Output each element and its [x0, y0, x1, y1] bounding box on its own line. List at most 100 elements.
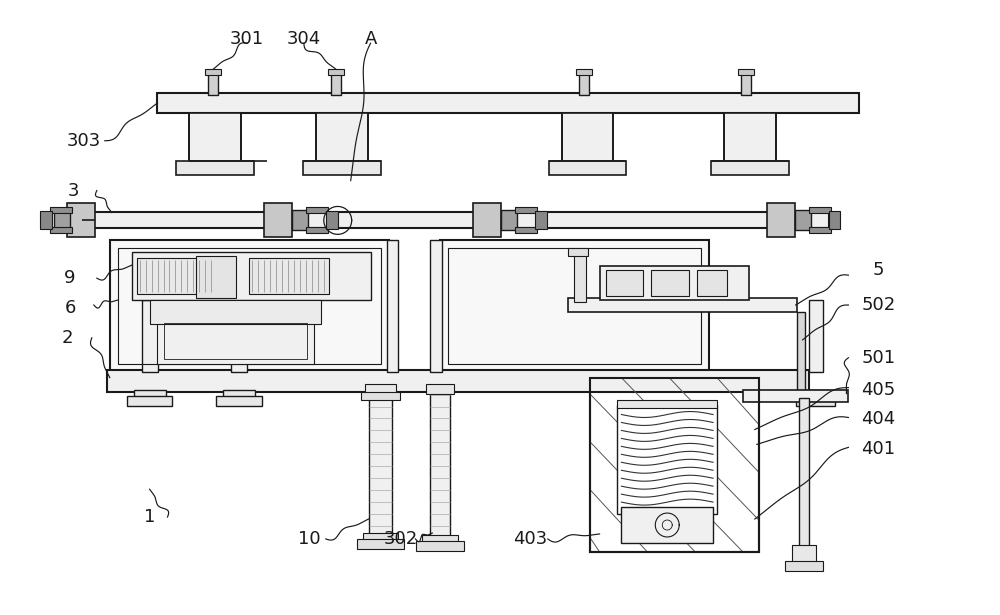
- Bar: [809, 228, 831, 233]
- Text: 501: 501: [861, 349, 895, 367]
- Bar: [809, 300, 823, 371]
- Text: 502: 502: [861, 296, 895, 314]
- Bar: [743, 390, 848, 402]
- Bar: [711, 161, 789, 175]
- Bar: [697, 270, 727, 296]
- Bar: [590, 378, 759, 552]
- Bar: [576, 69, 592, 75]
- Text: 304: 304: [287, 30, 321, 48]
- Bar: [448, 248, 701, 363]
- Bar: [809, 207, 831, 213]
- Bar: [306, 228, 328, 233]
- Bar: [306, 207, 328, 213]
- Bar: [440, 240, 709, 371]
- Bar: [606, 270, 643, 296]
- Bar: [326, 212, 338, 229]
- Bar: [568, 298, 797, 312]
- Text: 302: 302: [383, 530, 418, 548]
- Bar: [132, 252, 371, 300]
- Bar: [426, 384, 454, 394]
- Text: 2: 2: [61, 329, 73, 347]
- Bar: [223, 390, 255, 397]
- Bar: [796, 395, 835, 405]
- Bar: [651, 270, 689, 296]
- Bar: [416, 541, 464, 551]
- Bar: [137, 258, 216, 294]
- Bar: [785, 561, 823, 571]
- Bar: [799, 397, 809, 547]
- Bar: [549, 161, 626, 175]
- Bar: [231, 300, 247, 371]
- Bar: [118, 248, 381, 363]
- Bar: [829, 212, 840, 229]
- Bar: [303, 161, 381, 175]
- Text: A: A: [364, 30, 377, 48]
- Bar: [164, 323, 307, 359]
- Bar: [54, 210, 70, 231]
- Bar: [600, 266, 749, 300]
- Bar: [50, 228, 72, 233]
- Bar: [110, 240, 389, 371]
- Bar: [361, 392, 400, 400]
- Bar: [292, 210, 308, 231]
- Bar: [328, 69, 344, 75]
- Bar: [738, 69, 754, 75]
- Bar: [157, 316, 314, 363]
- Bar: [357, 539, 404, 549]
- Bar: [316, 113, 368, 165]
- Text: 401: 401: [861, 440, 895, 458]
- Bar: [621, 507, 713, 543]
- Bar: [430, 240, 442, 371]
- Bar: [387, 240, 398, 371]
- Bar: [189, 113, 241, 165]
- Bar: [579, 73, 589, 95]
- Bar: [50, 207, 72, 213]
- Bar: [515, 207, 537, 213]
- Text: 3: 3: [68, 181, 80, 199]
- Bar: [205, 69, 221, 75]
- Bar: [792, 545, 816, 563]
- Bar: [363, 533, 398, 541]
- Bar: [127, 395, 172, 405]
- Bar: [535, 212, 547, 229]
- Bar: [157, 93, 859, 113]
- Bar: [365, 384, 396, 394]
- Bar: [473, 204, 501, 237]
- Bar: [67, 204, 95, 237]
- Bar: [40, 212, 52, 229]
- Bar: [150, 300, 321, 324]
- Bar: [617, 400, 717, 408]
- Bar: [142, 300, 158, 371]
- Bar: [792, 390, 810, 397]
- Bar: [176, 161, 254, 175]
- Bar: [331, 73, 341, 95]
- Bar: [574, 252, 586, 302]
- Bar: [797, 312, 805, 392]
- Text: 1: 1: [144, 508, 155, 526]
- Bar: [369, 390, 392, 537]
- Bar: [208, 73, 218, 95]
- Text: 405: 405: [861, 381, 895, 399]
- Text: 6: 6: [64, 299, 76, 317]
- Bar: [795, 210, 811, 231]
- Bar: [568, 248, 588, 256]
- Bar: [501, 210, 517, 231]
- Bar: [803, 390, 829, 397]
- Bar: [562, 113, 613, 165]
- Bar: [430, 390, 450, 537]
- Bar: [82, 212, 829, 228]
- Bar: [422, 535, 458, 543]
- Bar: [741, 73, 751, 95]
- Bar: [264, 204, 292, 237]
- Bar: [134, 390, 166, 397]
- Text: 301: 301: [230, 30, 264, 48]
- Text: 403: 403: [513, 530, 547, 548]
- Bar: [724, 113, 776, 165]
- Text: 404: 404: [861, 410, 895, 429]
- Bar: [767, 204, 795, 237]
- Bar: [515, 228, 537, 233]
- Text: 10: 10: [298, 530, 320, 548]
- Text: 9: 9: [64, 269, 76, 287]
- Bar: [590, 378, 759, 552]
- Text: 5: 5: [873, 261, 884, 279]
